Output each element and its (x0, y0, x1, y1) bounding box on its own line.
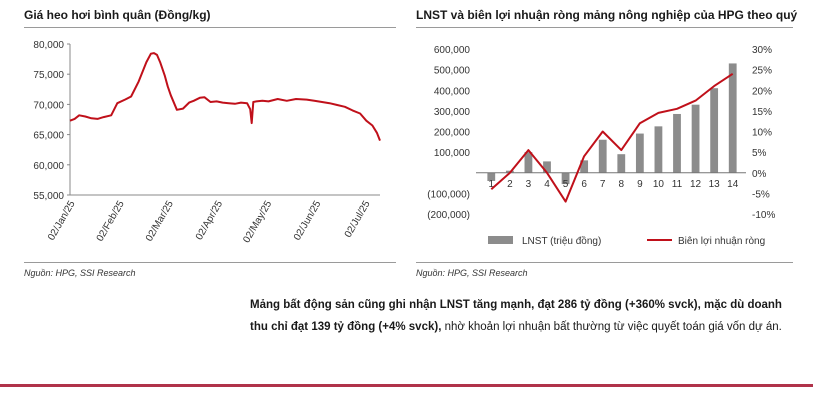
x-tick-label: 02/Jul/25 (343, 199, 373, 240)
pig-price-line-chart: 55,000 60,000 65,000 70,000 75,000 80,000 02/J… (33, 40, 381, 245)
title-rule-left (24, 27, 396, 28)
lnst-bar (635, 133, 644, 173)
y2-tick-label: -10% (752, 210, 775, 221)
category-label: 5 (563, 179, 569, 190)
lnst-bar (543, 161, 551, 173)
legend-bar-swatch (488, 236, 513, 244)
x-tick-label: 02/Apr/25 (194, 199, 225, 242)
y-tick-label: 65,000 (33, 131, 64, 142)
y2-tick-label: 0% (752, 169, 767, 180)
category-label: 1 (489, 179, 495, 190)
y2-tick-label: 30% (752, 45, 772, 56)
y-tick-label: 600,000 (434, 45, 471, 56)
profit-chart-title: LNST và biên lợi nhuận ròng mảng nông ng… (416, 8, 798, 22)
y-tick-label: 55,000 (33, 191, 64, 202)
category-label: 10 (653, 179, 665, 190)
legend-bar-label: LNST (triệu đồng) (522, 235, 601, 247)
category-label: 12 (690, 179, 702, 190)
category-label: 13 (709, 179, 721, 190)
y2-tick-label: -5% (752, 189, 770, 200)
title-rule-right (416, 27, 793, 28)
y-tick-label: 80,000 (33, 40, 64, 51)
lnst-bar (524, 152, 533, 173)
category-label: 9 (637, 179, 643, 190)
y2-tick-label: 20% (752, 86, 772, 97)
legend-line-label: Biên lợi nhuận ròng (678, 236, 765, 247)
category-label: 11 (672, 179, 683, 190)
lnst-bar (617, 154, 626, 173)
y2-tick-label: 5% (752, 148, 767, 159)
y-tick-label: 200,000 (434, 128, 471, 139)
price-series-line (69, 52, 381, 141)
y-tick-label: (200,000) (427, 210, 470, 221)
x-tick-label: 02/Mar/25 (144, 199, 176, 244)
category-label: 2 (507, 179, 513, 190)
source-note-right: Nguồn: HPG, SSI Research (416, 268, 528, 278)
x-tick-label: 02/May/25 (241, 199, 274, 245)
y2-tick-label: 25% (752, 66, 772, 77)
commentary-bold-text: Mảng bất động sản cũng ghi nhận LNST tăn… (250, 299, 782, 333)
lnst-bar (728, 63, 737, 173)
margin-series-line (490, 72, 734, 203)
footer-accent-line (0, 384, 813, 387)
y-tick-label: 75,000 (33, 70, 64, 81)
x-tick-label: 02/Jan/25 (46, 199, 78, 243)
y2-tick-label: 15% (752, 107, 772, 118)
x-tick-label: 02/Feb/25 (95, 199, 127, 244)
category-label: 6 (581, 179, 587, 190)
y-tick-label: 400,000 (434, 86, 471, 97)
y-tick-label: 70,000 (33, 100, 64, 111)
lnst-bar (673, 113, 681, 173)
lnst-bar (487, 172, 496, 181)
lnst-bar (691, 104, 700, 173)
commentary-normal-text: nhờ khoản lợi nhuận bất thường từ việc q… (441, 321, 782, 333)
lnst-bar (561, 172, 570, 185)
category-label: 8 (619, 179, 625, 190)
commentary-paragraph: Mảng bất động sản cũng ghi nhận LNST tăn… (250, 294, 795, 338)
y-tick-label: 500,000 (434, 66, 471, 77)
lnst-bar (580, 160, 589, 173)
category-label: 7 (600, 179, 606, 190)
category-label: 3 (526, 179, 532, 190)
lnst-bar (598, 139, 607, 173)
y-tick-label: 100,000 (434, 148, 471, 159)
lnst-bar (654, 126, 663, 173)
source-rule-left (24, 262, 396, 263)
source-rule-right (416, 262, 793, 263)
category-label: 4 (544, 179, 550, 190)
y-tick-label: 60,000 (33, 161, 64, 172)
price-chart-title: Giá heo hơi bình quân (Đồng/kg) (24, 8, 211, 22)
y-tick-label: (100,000) (427, 189, 470, 200)
y2-tick-label: 10% (752, 128, 772, 139)
x-tick-label: 02/Jun/25 (292, 199, 324, 243)
source-note-left: Nguồn: HPG, SSI Research (24, 268, 136, 278)
lnst-bar (710, 88, 719, 173)
category-label: 14 (727, 179, 739, 190)
profit-margin-combo-chart: (200,000) (100,000) 100,000 200,000 300,000 4… (427, 45, 775, 247)
y-tick-label: 300,000 (434, 107, 471, 118)
